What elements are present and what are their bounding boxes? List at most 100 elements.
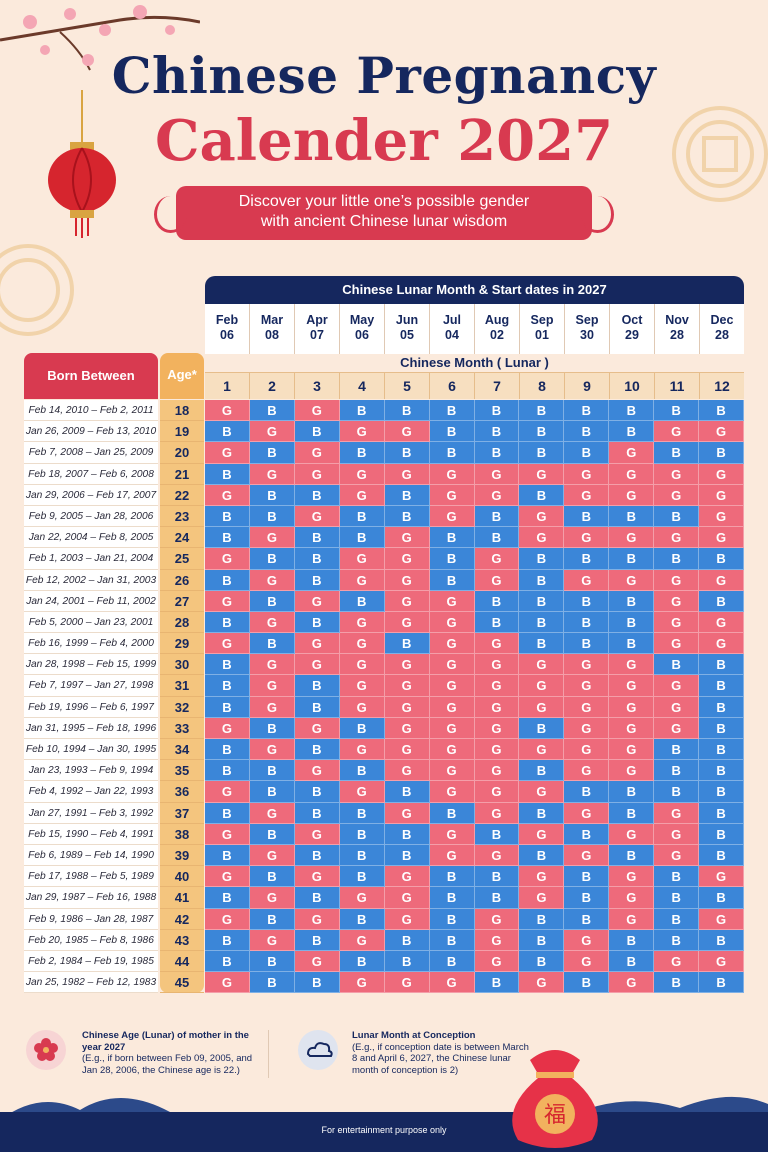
boy-cell: B <box>699 739 745 761</box>
girl-cell: G <box>609 739 655 761</box>
age-cell: 30 <box>160 654 204 676</box>
born-between-cell: Feb 15, 1990 – Feb 4, 1991 <box>24 823 158 845</box>
boy-cell: B <box>609 950 655 973</box>
pouch-character: 福 <box>544 1103 566 1128</box>
girl-cell: G <box>384 569 430 591</box>
born-between-cell: Feb 4, 1992 – Jan 22, 1993 <box>24 781 158 803</box>
girl-cell: G <box>564 739 610 761</box>
girl-cell: G <box>384 548 430 570</box>
boy-cell: B <box>339 823 385 845</box>
girl-cell: G <box>249 802 295 824</box>
boy-cell: B <box>519 611 565 634</box>
lunar-month-1: 1 <box>205 373 250 399</box>
month-name: Mar <box>260 313 284 327</box>
boy-cell: B <box>654 887 700 909</box>
month-day: 04 <box>445 328 459 342</box>
age-cell: 37 <box>160 803 204 824</box>
boy-cell: B <box>519 950 565 973</box>
boy-cell: B <box>654 929 700 951</box>
boy-cell: B <box>474 505 520 528</box>
boy-cell: B <box>519 400 565 422</box>
month-day: 01 <box>535 328 549 342</box>
boy-cell: B <box>699 590 745 612</box>
boy-cell: B <box>205 950 250 973</box>
month-name: Feb <box>215 313 239 327</box>
girl-cell: G <box>339 654 385 676</box>
girl-cell: G <box>519 654 565 676</box>
cloud-icon <box>298 1030 338 1070</box>
boy-cell: B <box>654 654 700 676</box>
boy-cell: B <box>339 950 385 973</box>
boy-cell: B <box>205 463 250 485</box>
boy-cell: B <box>699 548 745 570</box>
boy-cell: B <box>249 400 295 422</box>
boy-cell: B <box>205 505 250 528</box>
boy-cell: B <box>294 802 340 824</box>
boy-cell: B <box>609 611 655 634</box>
girl-cell: G <box>205 717 250 739</box>
boy-cell: B <box>249 590 295 612</box>
born-between-cell: Feb 19, 1996 – Feb 6, 1997 <box>24 696 158 718</box>
boy-cell: B <box>519 484 565 506</box>
boy-cell: B <box>294 929 340 951</box>
born-between-cell: Feb 7, 1997 – Jan 27, 1998 <box>24 675 158 697</box>
boy-cell: B <box>429 866 475 888</box>
boy-cell: B <box>519 548 565 570</box>
boy-cell: B <box>294 421 340 443</box>
boy-cell: B <box>429 527 475 549</box>
month-start-1: Feb 06 <box>205 304 250 354</box>
girl-cell: G <box>339 696 385 718</box>
girl-cell: G <box>654 484 700 506</box>
boy-cell: B <box>474 887 520 909</box>
girl-cell: G <box>654 633 700 655</box>
girl-cell: G <box>384 527 430 549</box>
born-between-cell: Feb 9, 1986 – Jan 28, 1987 <box>24 908 158 930</box>
girl-cell: G <box>294 505 340 528</box>
boy-cell: B <box>294 844 340 867</box>
boy-cell: B <box>564 611 610 634</box>
boy-cell: B <box>519 442 565 464</box>
blossom-icon <box>26 1030 66 1070</box>
girl-cell: G <box>519 781 565 803</box>
girl-cell: G <box>294 633 340 655</box>
boy-cell: B <box>249 908 295 930</box>
boy-cell: B <box>249 760 295 782</box>
girl-cell: G <box>564 484 610 506</box>
boy-cell: B <box>654 760 700 782</box>
age-cell: 42 <box>160 909 204 930</box>
girl-cell: G <box>429 823 475 845</box>
girl-cell: G <box>654 844 700 867</box>
boy-cell: B <box>519 844 565 867</box>
boy-cell: B <box>609 929 655 951</box>
girl-cell: G <box>429 633 475 655</box>
girl-cell: G <box>474 929 520 951</box>
born-between-cell: Jan 23, 1993 – Feb 9, 1994 <box>24 760 158 782</box>
boy-cell: B <box>384 484 430 506</box>
girl-cell: G <box>474 696 520 718</box>
lunar-month-10: 10 <box>610 373 655 399</box>
girl-cell: G <box>474 569 520 591</box>
girl-cell: G <box>654 569 700 591</box>
month-start-10: Oct 29 <box>610 304 655 354</box>
girl-cell: G <box>384 739 430 761</box>
girl-cell: G <box>384 760 430 782</box>
girl-cell: G <box>384 802 430 824</box>
boy-cell: B <box>564 908 610 930</box>
lantern-icon <box>48 90 116 238</box>
boy-cell: B <box>474 400 520 422</box>
girl-cell: G <box>339 484 385 506</box>
boy-cell: B <box>519 421 565 443</box>
girl-cell: G <box>249 527 295 549</box>
girl-cell: G <box>429 484 475 506</box>
girl-cell: G <box>654 823 700 845</box>
boy-cell: B <box>339 505 385 528</box>
girl-cell: G <box>429 760 475 782</box>
girl-cell: G <box>205 972 250 994</box>
boy-cell: B <box>294 675 340 697</box>
boy-cell: B <box>699 972 745 994</box>
